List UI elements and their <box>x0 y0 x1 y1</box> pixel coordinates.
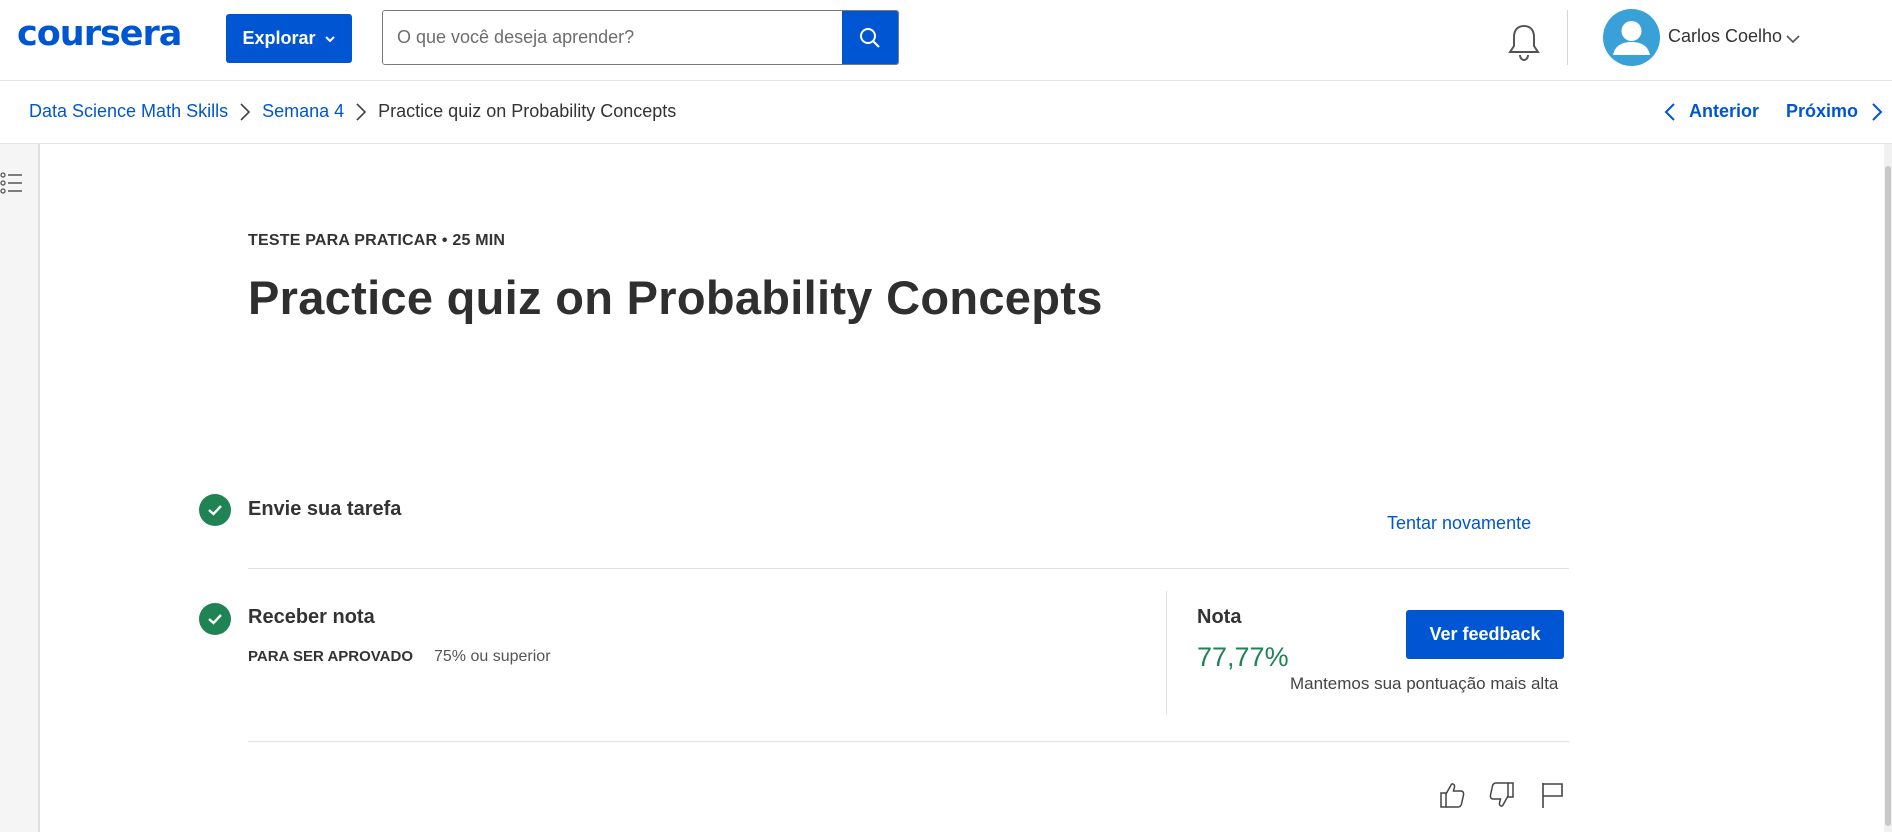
scrollbar-thumb[interactable] <box>1885 166 1891 826</box>
retry-link[interactable]: Tentar novamente <box>1387 513 1532 533</box>
chevron-left-icon <box>1664 102 1675 121</box>
bell-icon[interactable] <box>1506 22 1542 62</box>
chevron-down-icon <box>324 35 335 42</box>
check-icon <box>208 505 222 516</box>
thumbs-up-icon[interactable] <box>1438 780 1466 810</box>
next-item-button[interactable]: Próximo <box>1786 101 1884 122</box>
breadcrumb-course[interactable]: Data Science Math Skills <box>29 101 229 121</box>
breadcrumb: Data Science Math Skills Semana 4 Practi… <box>29 101 676 122</box>
next-label: Próximo <box>1786 101 1859 121</box>
chevron-right-icon <box>356 102 367 121</box>
flag-icon[interactable] <box>1538 780 1566 810</box>
top-navbar: coursera Explorar Carlos Coelho <box>0 0 1892 81</box>
view-feedback-button[interactable]: Ver feedback <box>1406 610 1564 659</box>
user-name[interactable]: Carlos Coelho <box>1668 26 1783 46</box>
divider <box>248 741 1569 742</box>
chevron-right-icon <box>240 102 251 121</box>
search-icon <box>860 27 880 48</box>
explore-button[interactable]: Explorar <box>226 14 352 63</box>
grade-step-status <box>199 603 231 635</box>
header-divider <box>1567 10 1568 65</box>
search-box <box>382 10 899 65</box>
grade-step-title: Receber nota <box>248 606 375 628</box>
previous-label: Anterior <box>1689 101 1760 121</box>
pass-threshold-value: 75% ou superior <box>434 648 551 665</box>
breadcrumb-current: Practice quiz on Probability Concepts <box>378 101 677 121</box>
avatar[interactable] <box>1603 9 1660 66</box>
coursera-logo[interactable]: coursera <box>17 14 182 54</box>
divider <box>248 568 1569 569</box>
item-type-duration: TESTE PARA PRATICAR • 25 MIN <box>248 232 506 249</box>
submit-step-status <box>199 494 231 526</box>
page-title: Practice quiz on Probability Concepts <box>248 271 1103 324</box>
grade-label: Nota <box>1197 606 1242 628</box>
avatar-icon <box>1613 21 1650 55</box>
explore-button-label: Explorar <box>242 28 316 48</box>
pass-threshold-label: PARA SER APROVADO <box>248 648 414 665</box>
breadcrumb-week[interactable]: Semana 4 <box>262 101 345 121</box>
page-scrollbar[interactable] <box>1884 144 1892 832</box>
submit-step-title: Envie sua tarefa <box>248 498 402 520</box>
grade-value: 77,77% <box>1197 642 1289 672</box>
breadcrumb-bar: Data Science Math Skills Semana 4 Practi… <box>0 82 1892 144</box>
highest-score-note: Mantemos sua pontuação mais alta <box>1290 674 1559 693</box>
list-icon[interactable] <box>0 170 26 196</box>
search-button[interactable] <box>842 11 898 64</box>
chevron-down-icon[interactable] <box>1785 31 1801 47</box>
check-icon <box>208 614 222 625</box>
course-menu-rail <box>0 144 40 832</box>
grade-divider <box>1166 591 1167 715</box>
feedback-actions <box>1438 780 1566 810</box>
thumbs-down-icon[interactable] <box>1488 780 1516 810</box>
previous-item-button[interactable]: Anterior <box>1663 101 1759 122</box>
search-input[interactable] <box>383 11 842 64</box>
chevron-right-icon <box>1872 102 1883 121</box>
